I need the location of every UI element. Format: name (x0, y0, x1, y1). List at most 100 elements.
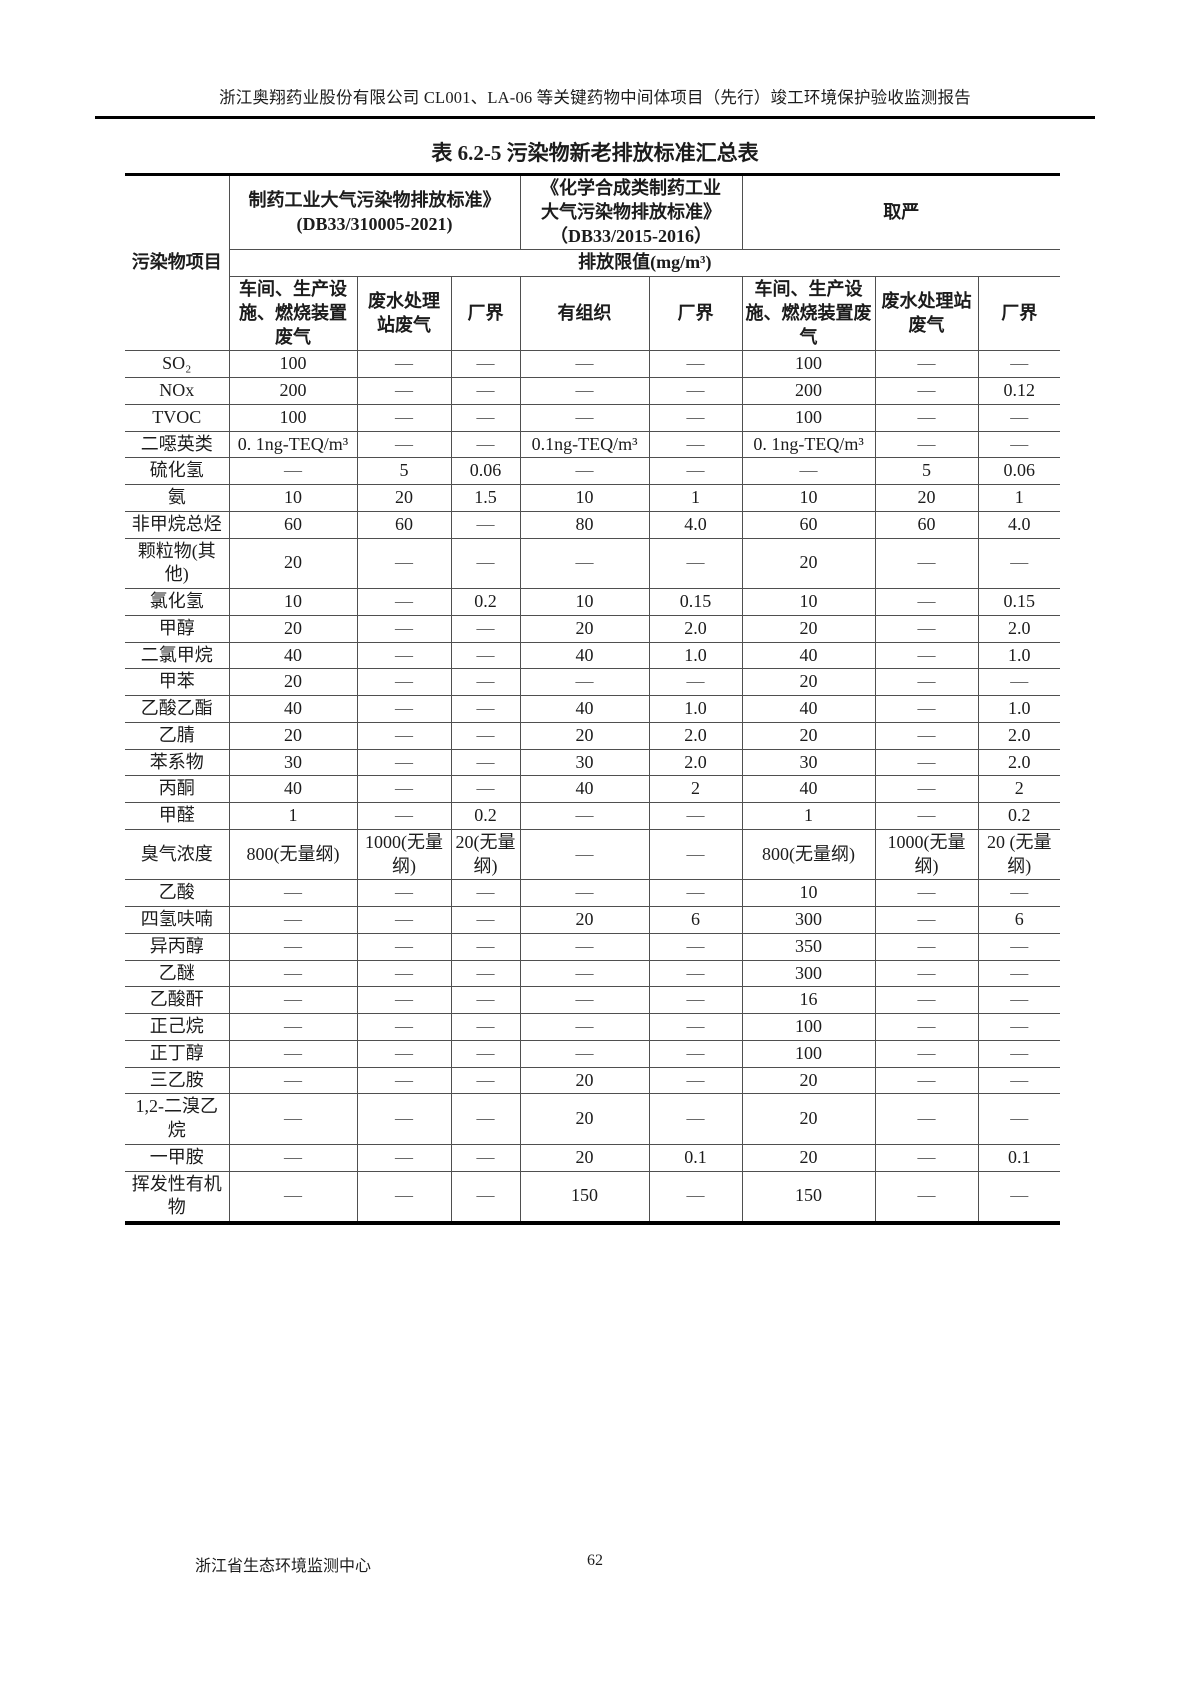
table-cell: — (450, 748, 521, 777)
header-rule (95, 116, 1095, 119)
table-cell: 60 (741, 510, 876, 539)
table-cell: 10 (228, 484, 358, 512)
row-label: 一甲胺 (125, 1143, 230, 1172)
table-cell: — (874, 350, 979, 378)
table-cell: — (450, 1093, 521, 1145)
table-cell: 20 (519, 906, 650, 934)
table-cell: 1.0 (648, 695, 743, 723)
table-cell: 20 (741, 1143, 876, 1172)
table-cell: 0.06 (977, 457, 1061, 485)
table-cell: — (228, 986, 358, 1014)
table-cell: — (450, 932, 521, 961)
table-cell: — (356, 1039, 452, 1068)
table-cell: — (356, 537, 452, 589)
table-row: 乙醚 — — — — —300— — (125, 959, 1061, 988)
row-label: 异丙醇 (125, 932, 230, 961)
table-cell: — (450, 695, 521, 723)
row-label: 乙酸 (125, 879, 230, 907)
subheader-boundary-1: 厂界 (450, 275, 521, 352)
table-cell: 100 (741, 403, 876, 432)
table-cell: — (519, 350, 650, 378)
table-cell: 30 (228, 748, 358, 777)
table-cell: 20 (228, 537, 358, 589)
table-cell: 1 (228, 802, 358, 830)
table-row: 1,2-二溴乙烷 — — —20—20— — (125, 1093, 1061, 1145)
table-cell: — (356, 1093, 452, 1145)
table-cell: 20 (519, 1093, 650, 1145)
emission-standards-table: 污染物项目 制药工业大气污染物排放标准》 (DB33/310005-2021) … (125, 173, 1061, 1225)
row-label: 甲醛 (125, 802, 230, 830)
table-cell: 0.2 (450, 802, 521, 830)
table-cell: — (648, 1066, 743, 1095)
group-header-pharma-standard: 制药工业大气污染物排放标准》 (DB33/310005-2021) (228, 173, 521, 251)
table-cell: 4.0 (977, 510, 1061, 539)
table-row: 乙酸酐 — — — — —16— — (125, 986, 1061, 1014)
table-cell: 20 (741, 721, 876, 750)
table-title: 表 6.2-5 污染物新老排放标准汇总表 (431, 141, 759, 165)
table-cell: — (648, 403, 743, 432)
table-cell: 30 (741, 748, 876, 777)
group-header-stricter: 取严 (741, 173, 1061, 251)
table-cell: 40 (519, 775, 650, 803)
table-cell: — (356, 986, 452, 1014)
subheader-workshop-exhaust-1: 车间、生产设施、燃烧装置废气 (229, 275, 358, 352)
table-body: SO₂ 100— — — —100— — NOx 200— — — —200—0.12 TVOC 100… (125, 350, 1061, 1224)
table-row: 乙酸乙酯 40— —40 1.0 40—1.0 (125, 695, 1061, 723)
table-cell: — (874, 537, 979, 589)
subheader-wastewater-station-1: 废水处理站废气 (356, 275, 452, 352)
table-cell: 20(无量纲) (450, 828, 521, 881)
table-cell: — (977, 350, 1061, 378)
table-cell: 2 (977, 775, 1061, 803)
row-label: 1,2-二溴乙烷 (125, 1093, 230, 1145)
table-cell: — (356, 1066, 452, 1095)
table-cell: — (874, 641, 979, 670)
table-cell: 20 (228, 721, 358, 750)
table-cell: 1.0 (977, 695, 1061, 723)
table-cell: 100 (741, 1039, 876, 1068)
table-cell: — (519, 457, 650, 485)
table-cell: 100 (741, 1013, 876, 1041)
row-label: 乙醚 (125, 959, 230, 988)
table-cell: — (874, 802, 979, 830)
table-cell: 150 (741, 1170, 876, 1224)
row-label: 挥发性有机物 (125, 1170, 230, 1224)
table-cell: 60 (356, 510, 452, 539)
table-cell: 20 (519, 614, 650, 643)
table-cell: — (874, 1066, 979, 1095)
row-label: 苯系物 (125, 748, 230, 777)
table-cell: 40 (228, 695, 358, 723)
table-row: 四氢呋喃 — — —20 6 300—6 (125, 906, 1061, 934)
table-cell: — (648, 537, 743, 589)
table-row: 三乙胺 — — —20—20— — (125, 1066, 1061, 1095)
table-cell: — (228, 457, 358, 485)
table-cell: — (519, 1039, 650, 1068)
table-cell: — (356, 932, 452, 961)
row-label: 硫化氢 (125, 457, 230, 485)
table-cell: 800(无量纲) (741, 828, 876, 881)
table-cell: 10 (741, 879, 876, 907)
table-cell: — (648, 932, 743, 961)
table-row: 挥发性有机物 — — —150—150— — (125, 1170, 1061, 1224)
table-cell: — (648, 350, 743, 378)
table-cell: — (648, 879, 743, 907)
table-cell: 5 (356, 457, 452, 485)
table-cell: 80 (519, 510, 650, 539)
table-cell: — (977, 1039, 1061, 1068)
table-cell: — (519, 932, 650, 961)
table-cell: — (356, 959, 452, 988)
table-cell: 20 (874, 484, 979, 512)
table-row: 二噁英类 0. 1ng-TEQ/m³ — —0.1ng-TEQ/m³ —0. 1ng-T… (125, 430, 1061, 459)
table-cell: — (648, 802, 743, 830)
table-cell: — (356, 802, 452, 830)
row-label: NOx (125, 377, 230, 405)
table-cell: — (519, 1013, 650, 1041)
table-cell: 40 (228, 641, 358, 670)
table-cell: — (874, 1093, 979, 1145)
table-cell: — (977, 1066, 1061, 1095)
row-label: 丙酮 (125, 775, 230, 803)
table-row: 甲醇 20— —20 2.0 20—2.0 (125, 614, 1061, 643)
corner-header: 污染物项目 (125, 173, 230, 352)
table-cell: — (356, 350, 452, 378)
row-label: 正丁醇 (125, 1039, 230, 1068)
